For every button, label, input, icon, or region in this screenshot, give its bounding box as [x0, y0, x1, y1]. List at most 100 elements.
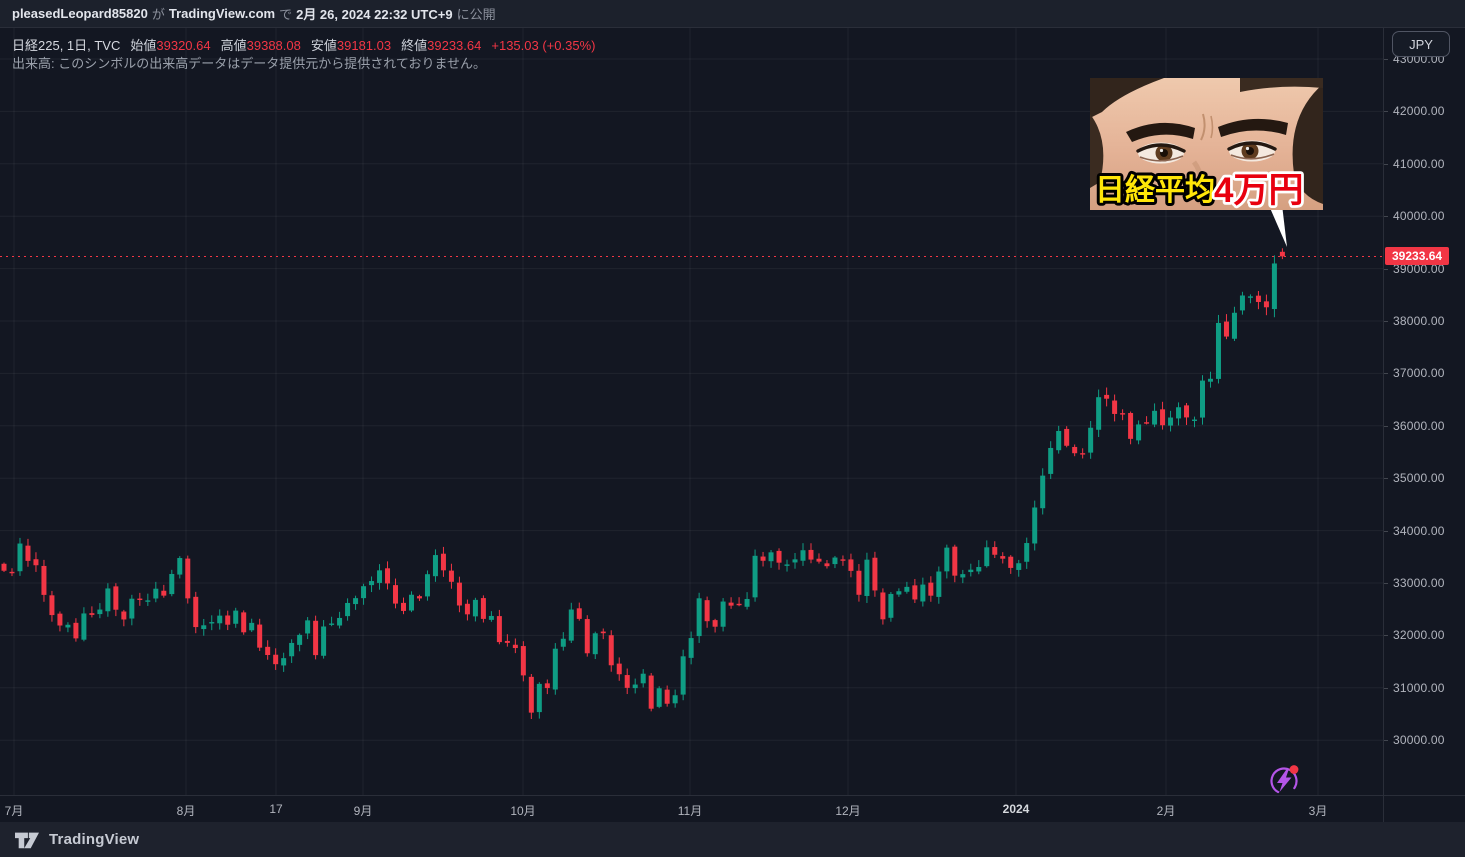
candle	[720, 598, 726, 632]
candle	[313, 615, 319, 660]
candle	[872, 551, 878, 597]
candle	[49, 590, 55, 622]
candle	[904, 581, 910, 594]
price-axis-label: 37000.00	[1393, 366, 1445, 381]
candle	[968, 563, 974, 577]
candle	[768, 549, 774, 568]
last-price-tag: 39233.64	[1385, 247, 1450, 266]
candle	[1215, 314, 1221, 384]
time-axis[interactable]: 7月 8月 17 9月 10月 11月 12月 2024 2月 3月	[0, 795, 1465, 822]
candle	[656, 686, 662, 709]
candle	[1080, 448, 1086, 459]
candle	[960, 569, 966, 584]
tradingview-site-link[interactable]: TradingView.com	[168, 6, 276, 21]
candle	[840, 555, 846, 566]
candle	[432, 549, 438, 582]
price-axis-label: 33000.00	[1393, 576, 1445, 590]
candle	[329, 616, 335, 627]
price-axis[interactable]: 43000.00 42000.00 41000.00 40000.00 39000.00…	[1383, 28, 1465, 795]
news-thumbnail-overlay: 日経平均 4万円	[1090, 78, 1323, 213]
ohlc-value: 39233.64	[427, 38, 482, 53]
candle	[560, 632, 566, 651]
candle	[608, 630, 614, 672]
candle	[129, 594, 135, 626]
candle	[145, 593, 151, 606]
candle	[361, 583, 367, 605]
candle	[1279, 248, 1285, 260]
candle	[105, 583, 111, 617]
price-axis-tick	[1384, 321, 1388, 322]
candle	[808, 543, 814, 564]
candle	[281, 652, 287, 672]
candle	[1176, 402, 1182, 426]
price-axis-label: 31000.00	[1393, 680, 1445, 695]
candle	[592, 631, 598, 660]
change-value: +135.03 (+0.35%)	[491, 38, 596, 53]
candle	[33, 552, 39, 572]
candle	[41, 559, 47, 602]
candle	[576, 602, 582, 621]
candle	[1255, 291, 1261, 310]
candle	[385, 561, 391, 590]
candle	[784, 559, 790, 572]
candle	[209, 615, 215, 631]
time-axis-label: 2024	[1002, 802, 1030, 816]
candle	[880, 588, 886, 625]
last-price-line	[0, 255, 1383, 257]
candle	[544, 679, 550, 695]
candle	[792, 553, 798, 569]
candle	[97, 603, 103, 619]
price-axis-tick	[1384, 583, 1388, 584]
publish-suffix: に公開	[456, 7, 496, 22]
symbol-title[interactable]: 日経225, 1日, TVC	[12, 38, 121, 53]
candle	[161, 584, 167, 598]
candle	[912, 578, 918, 603]
candle	[520, 641, 526, 682]
candle	[688, 631, 694, 665]
candle	[856, 564, 862, 602]
candle	[1128, 411, 1134, 445]
candle	[1231, 306, 1237, 342]
time-axis-label: 9月	[353, 804, 373, 818]
price-axis-tick	[1384, 425, 1388, 427]
candle	[305, 617, 311, 640]
candle	[1239, 291, 1245, 315]
candle	[177, 556, 183, 579]
axis-corner-divider	[1383, 796, 1384, 822]
ohlc-field: 終値39233.64	[401, 38, 481, 53]
candle	[832, 555, 838, 569]
price-axis-tick	[1384, 163, 1388, 165]
candle	[273, 648, 279, 670]
candle	[353, 595, 359, 610]
candle	[680, 649, 686, 701]
candlestick-chart[interactable]	[0, 28, 1383, 795]
username-link[interactable]: pleasedLeopard85820	[12, 6, 148, 21]
candle	[1144, 416, 1150, 425]
candle	[81, 607, 87, 642]
tradingview-logo-icon[interactable]	[14, 828, 40, 852]
candle	[1168, 410, 1174, 432]
candle	[1104, 387, 1110, 407]
ohlc-value: 39320.64	[156, 38, 211, 53]
candle	[504, 634, 510, 647]
flash-events-button[interactable]	[1265, 760, 1303, 798]
candle	[1184, 402, 1190, 425]
candle	[337, 611, 343, 629]
candle	[496, 609, 502, 645]
candle	[241, 610, 247, 635]
particle-text: で	[279, 7, 293, 22]
candle	[1000, 552, 1006, 564]
candle	[640, 669, 646, 688]
candle	[624, 668, 630, 695]
price-axis-tick	[1384, 268, 1388, 270]
symbol-legend[interactable]: 日経225, 1日, TVC 始値39320.64 高値39388.08 安値3918…	[12, 35, 595, 54]
candle	[321, 620, 327, 659]
time-axis-label: 7月	[4, 804, 24, 818]
price-axis-label: 36000.00	[1393, 418, 1445, 433]
tradingview-wordmark[interactable]: TradingView	[49, 831, 140, 848]
candle	[153, 581, 159, 603]
currency-button[interactable]: JPY	[1392, 31, 1450, 57]
candle	[1207, 371, 1213, 388]
candle	[1200, 375, 1205, 425]
candle	[936, 566, 942, 604]
